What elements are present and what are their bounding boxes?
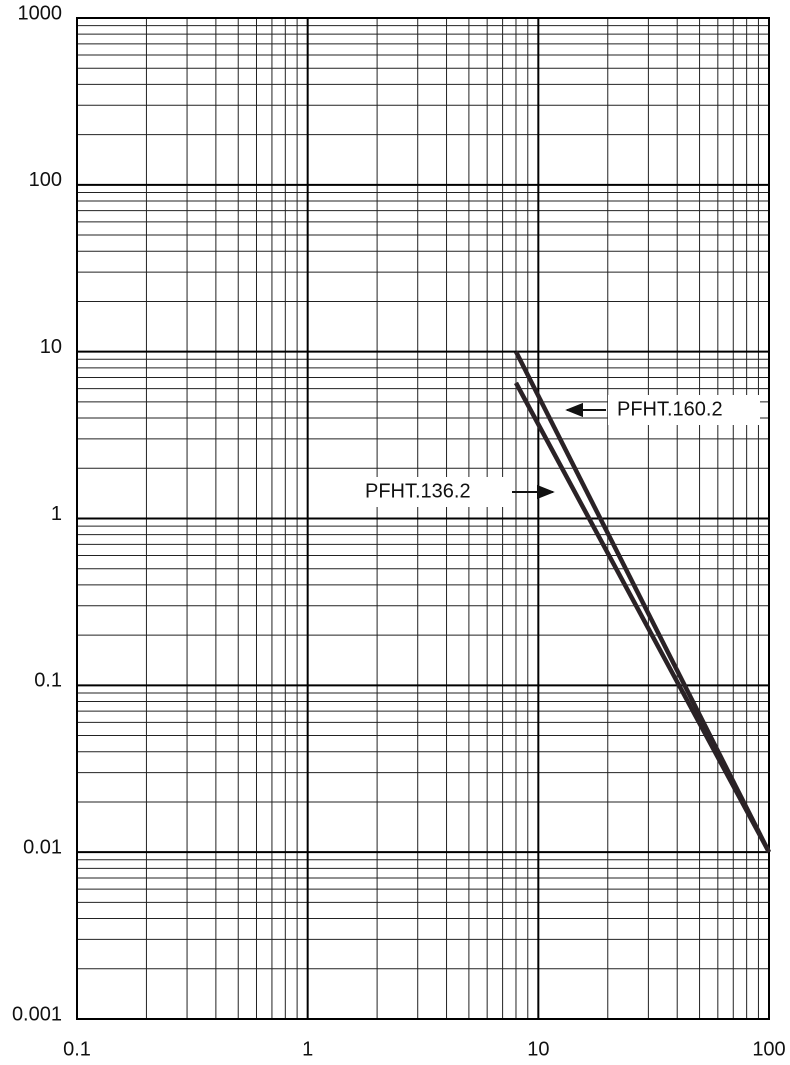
label-background: [608, 395, 760, 425]
y-tick-label: 0.01: [23, 836, 62, 858]
y-tick-label: 100: [29, 169, 62, 191]
label-background: [360, 477, 505, 507]
x-tick-label: 0.1: [63, 1038, 91, 1060]
y-tick-label: 0.001: [12, 1003, 62, 1025]
y-tick-label: 1: [51, 503, 62, 525]
y-tick-label: 10: [40, 336, 62, 358]
plot-frame: [76, 17, 770, 1020]
y-tick-label: 0.1: [34, 670, 62, 692]
series-label: PFHT.136.2: [365, 480, 471, 502]
x-tick-label: 10: [527, 1038, 549, 1060]
x-tick-label: 100: [752, 1038, 785, 1060]
y-tick-label: 1000: [18, 2, 63, 24]
data-line: [513, 350, 772, 854]
x-tick-label: 1: [302, 1038, 313, 1060]
series-label: PFHT.160.2: [617, 398, 723, 420]
data-line: [513, 381, 771, 854]
